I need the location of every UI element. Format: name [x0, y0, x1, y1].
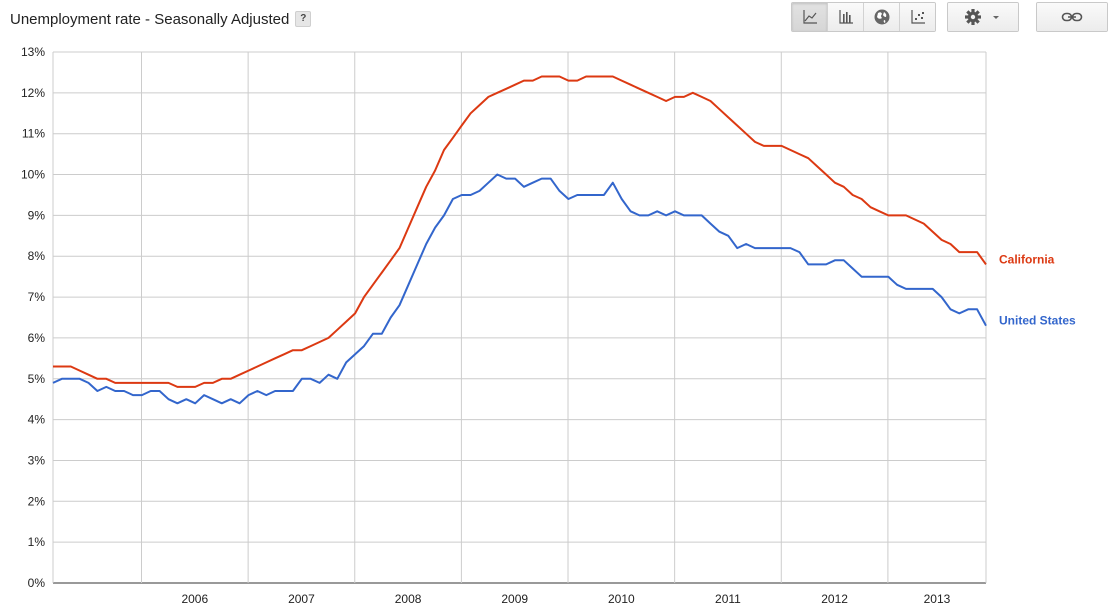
map-icon: [874, 9, 889, 25]
x-tick-label: 2010: [608, 592, 635, 606]
series-group: [52, 75, 987, 405]
y-tick-label: 0%: [28, 576, 46, 590]
x-tick-label: 2013: [924, 592, 951, 606]
gear-icon: [965, 9, 999, 25]
x-tick-label: 2011: [715, 592, 741, 606]
x-tick-label: 2009: [501, 592, 528, 606]
series-label-california: California: [999, 252, 1055, 266]
grid: [52, 51, 987, 584]
y-tick-label: 13%: [21, 45, 45, 59]
link-group: [1036, 2, 1108, 32]
y-tick-label: 7%: [28, 290, 46, 304]
y-tick-label: 10%: [21, 168, 45, 182]
bar-chart-button[interactable]: [828, 3, 864, 31]
y-tick-label: 2%: [28, 494, 46, 508]
x-tick-label: 2008: [395, 592, 422, 606]
y-tick-label: 11%: [22, 127, 45, 141]
scatter-chart-icon: [910, 10, 925, 24]
chart-type-switcher: [791, 2, 936, 32]
link-button[interactable]: [1037, 3, 1107, 31]
y-tick-label: 5%: [28, 372, 46, 386]
title-bar: Unemployment rate - Seasonally Adjusted …: [10, 8, 312, 30]
x-tick-label: 2006: [181, 592, 208, 606]
y-axis: 0% 1% 2% 3% 4% 5% 6% 7% 8% 9% 10% 11% 12% 13%: [21, 45, 45, 590]
scatter-chart-button[interactable]: [900, 3, 935, 31]
series-line-california[interactable]: [53, 75, 987, 388]
series-label-united-states: United States: [999, 314, 1076, 328]
chart-title: Unemployment rate - Seasonally Adjusted: [10, 10, 290, 28]
y-tick-label: 1%: [28, 535, 46, 549]
x-tick-label: 2012: [821, 592, 848, 606]
map-chart-button[interactable]: [864, 3, 900, 31]
y-tick-label: 4%: [28, 413, 46, 427]
line-chart-icon: [802, 10, 817, 24]
y-tick-label: 12%: [21, 86, 45, 100]
bar-chart-icon: [838, 10, 853, 24]
link-icon: [1061, 12, 1083, 22]
line-chart-button[interactable]: [792, 3, 828, 31]
settings-button[interactable]: [948, 3, 1018, 31]
series-labels: California United States: [999, 252, 1076, 327]
x-tick-label: 2007: [288, 592, 315, 606]
y-tick-label: 8%: [28, 249, 46, 263]
settings-group: [947, 2, 1019, 32]
chevron-down-icon: [993, 16, 999, 19]
y-tick-label: 9%: [28, 208, 46, 222]
y-tick-label: 6%: [28, 331, 46, 345]
y-tick-label: 3%: [28, 453, 46, 467]
x-axis: 2006 2007 2008 2009 2010 2011 2012 2013: [181, 592, 950, 606]
help-button[interactable]: ?: [295, 11, 312, 27]
series-line-united-states[interactable]: [52, 173, 987, 405]
